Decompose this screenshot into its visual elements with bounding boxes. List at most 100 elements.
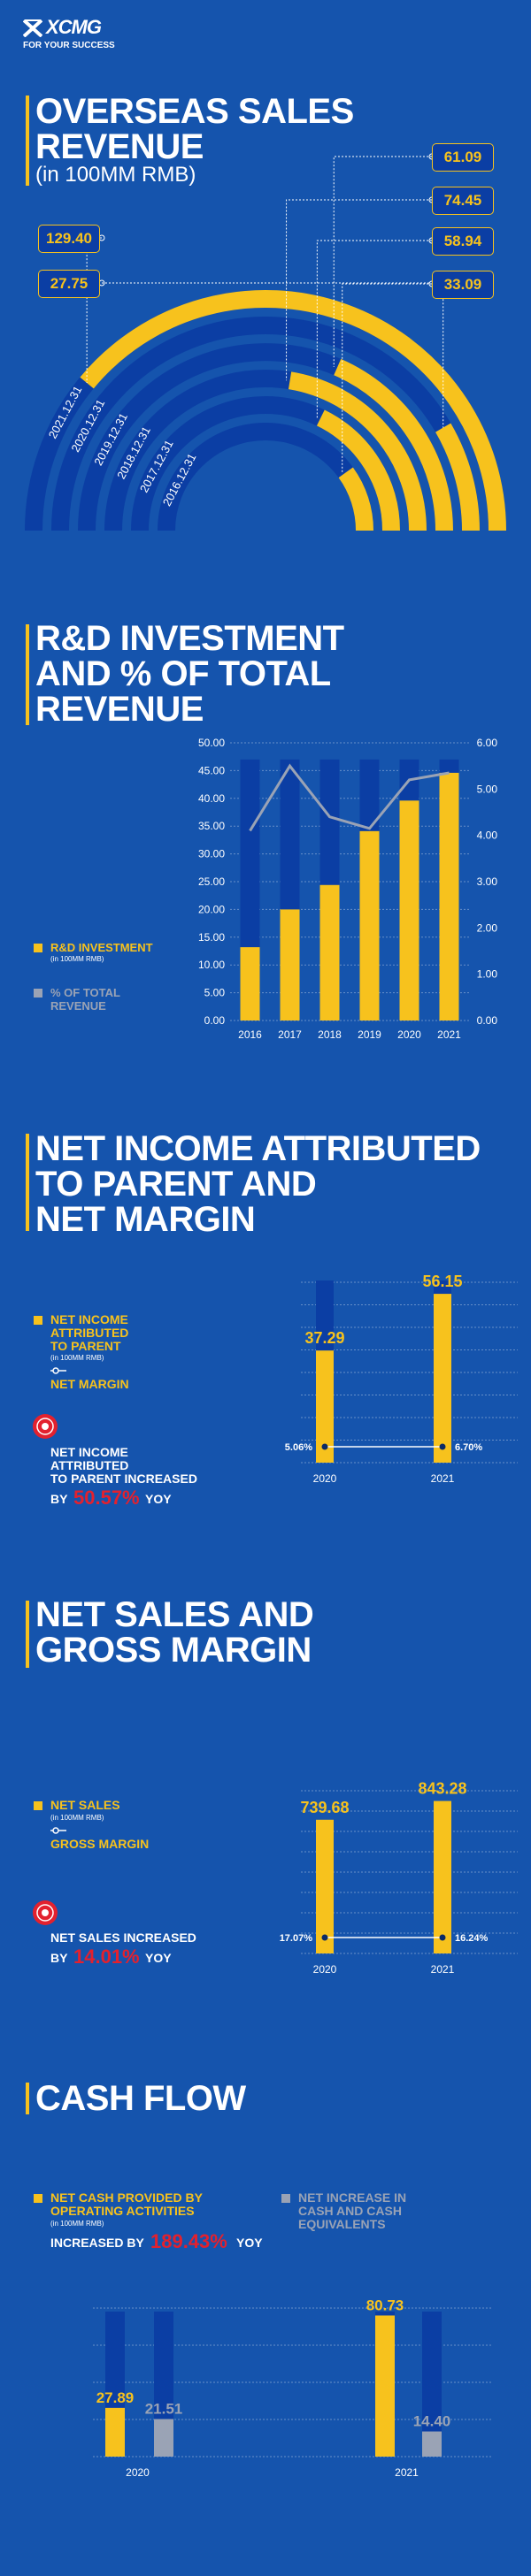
y2-tick-label: 6.00 xyxy=(477,737,498,749)
legend-ns-margin: GROSS MARGIN xyxy=(50,1837,150,1851)
value-pill-2018: 74.45 xyxy=(432,187,494,215)
rd-bar-2018 xyxy=(319,884,340,1020)
x-tick-label: 2016 xyxy=(238,1028,262,1041)
x-tick-label: 2021 xyxy=(431,1963,455,1976)
cf-increased-by: INCREASED BY xyxy=(50,2236,144,2250)
margin-label: 16.24% xyxy=(455,1933,489,1944)
radial-bar-2018.12.31 xyxy=(288,371,427,531)
section-title-net-income: NET INCOME ATTRIBUTED TO PARENT AND NET … xyxy=(35,1129,481,1239)
radial-bar-2021.12.31 xyxy=(80,290,506,531)
ns-increase-pct: 14.01% xyxy=(73,1945,140,1968)
radial-bar-2017.12.31 xyxy=(316,409,400,531)
cf-operating-label: 80.73 xyxy=(366,2297,404,2313)
cf-increase-pct: 189.43% xyxy=(150,2230,227,2252)
section-title-rd: R&D INVESTMENT AND % OF TOTAL REVENUE xyxy=(35,619,344,729)
y2-tick-label: 1.00 xyxy=(477,968,498,981)
bar-value-label: 739.68 xyxy=(300,1799,349,1816)
y-tick-label: 5.00 xyxy=(204,987,226,999)
radial-track xyxy=(158,423,373,531)
y-tick-label: 40.00 xyxy=(198,792,225,805)
logo-text: XCMG xyxy=(46,16,102,38)
legend-rd-pct: % OF TOTAL REVENUE xyxy=(50,986,120,1013)
net-income-chart: 37.29 2020 56.15 2021 5.06% 6.70% xyxy=(285,1273,518,1485)
margin-point-2021 xyxy=(439,1934,446,1941)
ni-increase-pct: 50.57% xyxy=(73,1487,140,1509)
leader-line xyxy=(342,283,432,473)
x-tick-label: 2020 xyxy=(313,1963,337,1976)
bar-value-label: 37.29 xyxy=(304,1329,344,1347)
legend-ni-unit: (in 100MM RMB) xyxy=(50,1354,104,1362)
legend-rd-investment: R&D INVESTMENT xyxy=(50,941,153,954)
margin-point-2021 xyxy=(439,1443,446,1450)
section-accent-bar xyxy=(26,624,29,725)
growth-icon xyxy=(33,1414,58,1439)
cf-cash-eq-label: 21.51 xyxy=(145,2400,183,2417)
cf-bar-background xyxy=(422,2312,442,2457)
legend-cf-unit: (in 100MM RMB) xyxy=(50,2220,104,2228)
margin-point-2020 xyxy=(321,1443,328,1450)
legend-swatch-ns xyxy=(34,1801,42,1810)
legend-swatch-cash-eq xyxy=(281,2194,290,2203)
cash-flow-chart: 27.89 21.51 2020 80.73 14.40 2021 xyxy=(93,2297,491,2479)
x-tick-label: 2020 xyxy=(397,1028,421,1041)
radial-bar-2019.12.31 xyxy=(334,358,453,531)
radial-bar-2020.12.31 xyxy=(435,423,480,531)
radial-bar-chart: 2021.12.312020.12.312019.12.312018.12.31… xyxy=(25,153,506,531)
x-tick-label: 2017 xyxy=(278,1028,302,1041)
ni-by: BY xyxy=(50,1492,68,1506)
cf-operating-label: 27.89 xyxy=(96,2389,135,2406)
xcmg-logo-icon xyxy=(23,19,42,37)
legend-ns-main: NET SALES xyxy=(50,1798,120,1812)
rd-bar-2020 xyxy=(399,800,419,1020)
legend-rd-unit: (in 100MM RMB) xyxy=(50,955,104,963)
y2-tick-label: 5.00 xyxy=(477,783,498,795)
legend-ni-main: NET INCOME ATTRIBUTED TO PARENT xyxy=(50,1312,129,1353)
x-tick-label: 2019 xyxy=(358,1028,381,1041)
x-tick-label: 2020 xyxy=(313,1472,337,1485)
bar-value-label: 843.28 xyxy=(418,1780,466,1798)
value-pill-2019: 61.09 xyxy=(432,143,494,172)
leader-line xyxy=(333,156,432,368)
margin-marker-icon xyxy=(50,1827,66,1834)
y-tick-label: 35.00 xyxy=(198,820,225,832)
legend-ni-margin: NET MARGIN xyxy=(50,1377,129,1391)
net-sales-chart: 739.68 2020 843.28 2021 17.07% 16.24% xyxy=(280,1780,518,1976)
value-pill-2020: 27.75 xyxy=(38,270,100,298)
section-title-cash-flow: CASH FLOW xyxy=(35,2079,246,2118)
x-tick-label: 2020 xyxy=(126,2466,150,2479)
y-tick-label: 10.00 xyxy=(198,959,225,971)
radial-bar-2016.12.31 xyxy=(338,467,373,531)
y-tick-label: 15.00 xyxy=(198,931,225,944)
leader-line xyxy=(316,240,432,418)
cf-cash-eq-bar-2020 xyxy=(154,2419,173,2457)
section-accent-bar xyxy=(26,2083,29,2114)
margin-point-2020 xyxy=(321,1934,328,1941)
rd-bar-2016 xyxy=(240,947,260,1020)
section-title-net-sales: NET SALES AND GROSS MARGIN xyxy=(35,1595,314,1670)
x-tick-label: 2021 xyxy=(395,2466,419,2479)
section-accent-bar xyxy=(26,1601,29,1668)
ni-yoy: YOY xyxy=(145,1492,172,1506)
value-pill-2021: 129.40 xyxy=(38,225,100,253)
value-pill-2016: 33.09 xyxy=(432,271,494,299)
cf-operating-bar-2021 xyxy=(375,2315,395,2457)
bar-value-label: 56.15 xyxy=(422,1273,462,1290)
growth-icon xyxy=(33,1900,58,1925)
section-accent-bar xyxy=(26,96,29,186)
x-tick-label: 2021 xyxy=(437,1028,461,1041)
cf-cash-eq-label: 14.40 xyxy=(413,2413,451,2430)
legend-cf-gray: NET INCREASE IN CASH AND CASH EQUIVALENT… xyxy=(298,2190,407,2231)
bar-2020 xyxy=(316,1350,334,1463)
bar-2021 xyxy=(434,1294,451,1463)
y-tick-label: 25.00 xyxy=(198,875,225,888)
y2-tick-label: 3.00 xyxy=(477,875,498,888)
bar-2021 xyxy=(434,1800,451,1953)
logo-tagline: FOR YOUR SUCCESS xyxy=(23,41,115,50)
y-tick-label: 20.00 xyxy=(198,903,225,915)
legend-swatch-ni xyxy=(34,1316,42,1325)
margin-label: 6.70% xyxy=(455,1442,482,1453)
cf-cash-eq-bar-2021 xyxy=(422,2431,442,2457)
section-title-sales: OVERSEAS SALES REVENUE xyxy=(35,92,354,166)
section-subtitle-sales: (in 100MM RMB) xyxy=(35,163,196,187)
pct-revenue-line xyxy=(249,763,450,832)
